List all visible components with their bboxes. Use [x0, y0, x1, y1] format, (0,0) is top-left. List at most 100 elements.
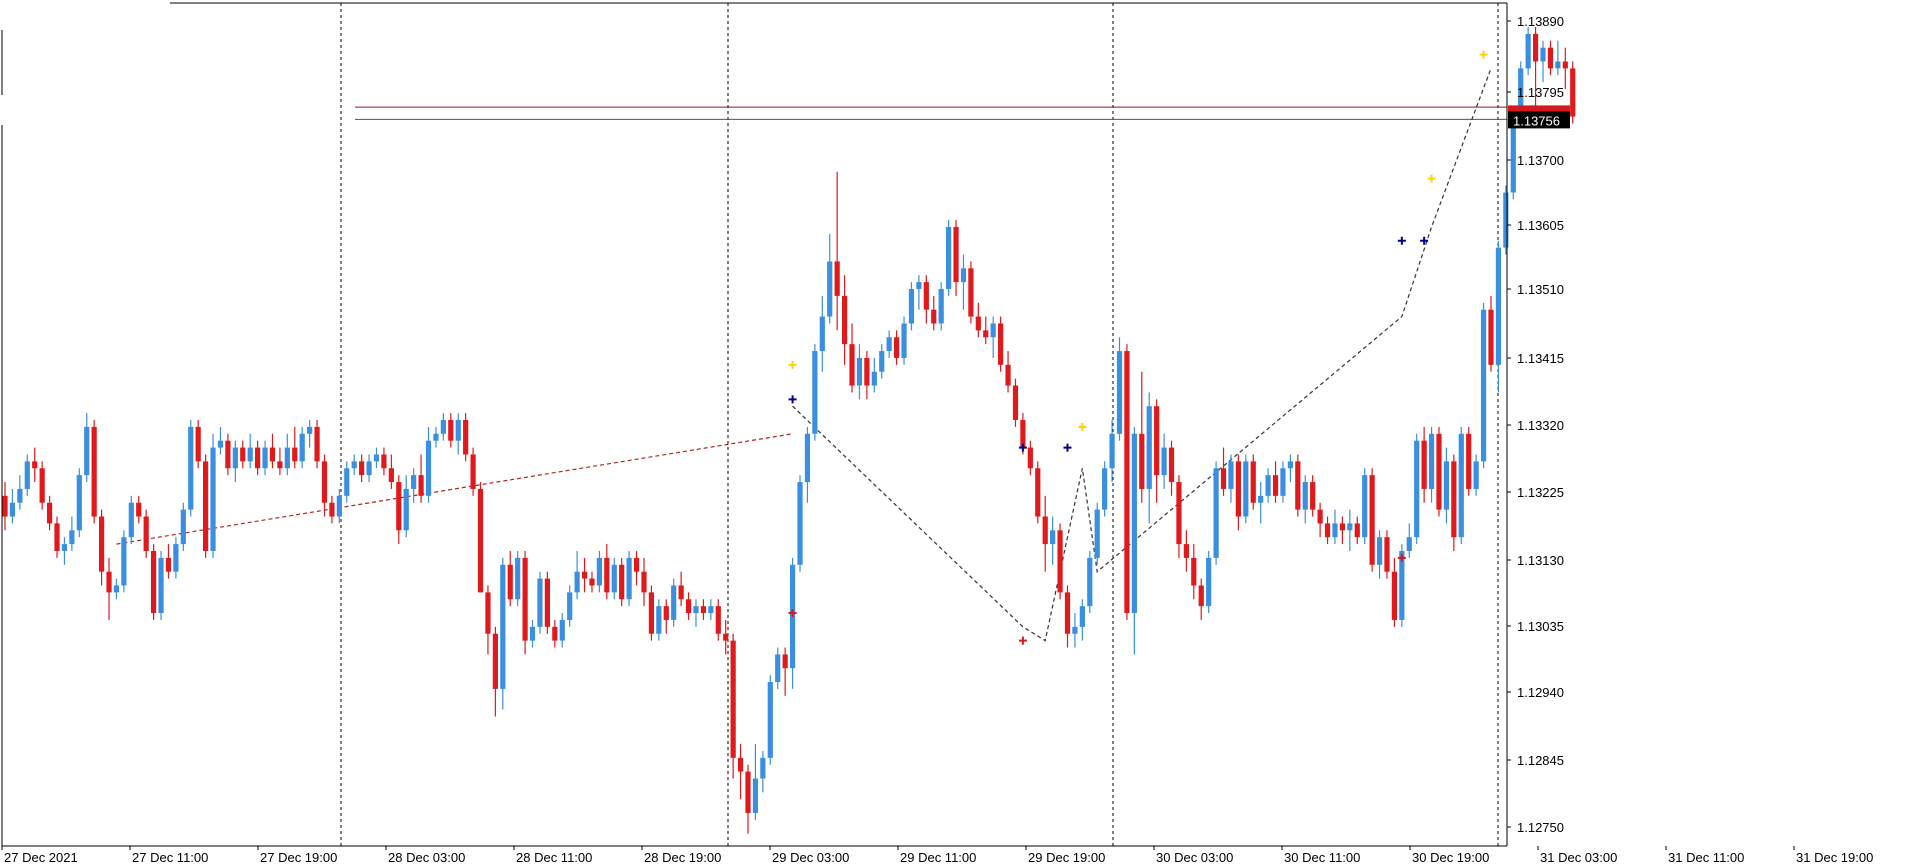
indicator-lines: [116, 68, 1507, 642]
bear-candle: [1421, 440, 1427, 489]
bull-candle: [1414, 440, 1420, 538]
bear-candle: [998, 323, 1004, 365]
bear-candle: [359, 461, 365, 476]
y-tick-label: 1.13225: [1517, 485, 1564, 500]
bull-candle: [1206, 557, 1212, 607]
bull-candle: [1116, 351, 1123, 434]
bull-candle: [262, 447, 268, 469]
bull-candle: [1087, 557, 1093, 607]
bull-candle: [9, 502, 16, 517]
x-tick-label: 27 Dec 2021: [4, 850, 78, 865]
bear-candle: [581, 571, 588, 579]
bull-candle: [24, 461, 30, 489]
bear-candle: [685, 599, 692, 614]
bull-candle: [879, 351, 885, 372]
red-trend-line: [116, 433, 793, 545]
bear-candle: [1391, 571, 1398, 620]
bull-candle: [433, 433, 439, 441]
y-tick-label: 1.13510: [1517, 282, 1564, 297]
bear-candle: [1570, 68, 1576, 117]
bear-candle: [329, 502, 335, 517]
y-tick-label: 1.12940: [1517, 685, 1564, 700]
bear-candle: [782, 654, 788, 669]
bull-candle: [611, 564, 617, 593]
bull-candle: [767, 682, 773, 758]
bear-candle: [1220, 468, 1227, 489]
bear-candle: [1198, 585, 1204, 607]
y-tick-label: 1.13415: [1517, 351, 1564, 366]
bear-candle: [723, 633, 729, 641]
bear-candle: [648, 592, 655, 634]
signal-mark: [1427, 174, 1436, 183]
bull-candle: [1131, 433, 1137, 614]
bull-candle: [856, 357, 863, 386]
bull-candle: [217, 440, 224, 448]
bull-candle: [411, 475, 417, 489]
bear-candle: [1042, 516, 1048, 545]
price-axis: 1.13890 1.13795 1.13700 1.13605 1.13510 1.134…: [1507, 14, 1564, 835]
bull-candle: [1540, 47, 1546, 62]
bear-candle: [225, 440, 231, 469]
bull-candle: [76, 475, 82, 531]
bear-candle: [54, 523, 60, 551]
bull-candle: [1213, 468, 1219, 558]
bear-candle: [2, 495, 8, 517]
signal-mark: [1063, 443, 1072, 452]
bear-candle: [663, 606, 669, 620]
bull-candle: [797, 482, 803, 565]
signal-mark: [1479, 50, 1488, 59]
bear-candle: [1369, 475, 1375, 565]
bear-candle: [1272, 475, 1279, 496]
y-tick-label: 1.13795: [1517, 85, 1564, 100]
bull-candle: [61, 544, 68, 551]
bull-candle: [351, 461, 357, 469]
bull-candle: [1050, 530, 1056, 545]
bear-candle: [98, 516, 105, 572]
bull-candle: [960, 268, 967, 283]
signal-mark: [1397, 236, 1406, 245]
bull-candle: [1503, 192, 1509, 248]
bear-candle: [1466, 433, 1472, 489]
bull-candle: [500, 564, 506, 689]
y-tick-label: 1.12845: [1517, 753, 1564, 768]
bear-candle: [968, 268, 974, 317]
bear-candle: [507, 564, 513, 600]
bear-candle: [1154, 406, 1160, 476]
bull-candle: [1258, 495, 1264, 503]
bull-candle: [760, 757, 766, 779]
bull-candle: [946, 226, 952, 289]
bear-candle: [485, 592, 491, 634]
bear-candle: [1317, 509, 1323, 524]
bull-candle: [1265, 475, 1271, 496]
bear-candle: [983, 330, 989, 338]
bear-candle: [894, 337, 900, 358]
bear-candle: [1191, 557, 1197, 586]
signal-mark: [788, 360, 797, 369]
bear-candle: [381, 454, 387, 469]
bear-candle: [106, 571, 112, 593]
bear-candle: [730, 640, 736, 758]
bull-candle: [344, 468, 350, 496]
x-tick-label: 29 Dec 03:00: [772, 850, 849, 865]
bull-candle: [1079, 606, 1085, 627]
bear-candle: [633, 557, 640, 572]
bear-candle: [1339, 523, 1345, 531]
bull-candle: [1399, 551, 1405, 620]
bull-candle: [1510, 116, 1516, 193]
bull-candle: [247, 447, 253, 462]
signal-mark: [1078, 422, 1087, 431]
x-tick-label: 29 Dec 19:00: [1028, 850, 1105, 865]
bear-candle: [321, 461, 328, 503]
bear-candle: [641, 571, 647, 593]
bear-candle: [552, 626, 558, 641]
bear-candle: [1183, 544, 1189, 558]
x-tick-label: 27 Dec 19:00: [260, 850, 337, 865]
bull-candle: [373, 454, 380, 462]
bear-candle: [1020, 420, 1026, 448]
bear-candle: [522, 557, 528, 641]
bull-candle: [908, 289, 915, 324]
bull-candle: [626, 557, 632, 600]
bear-candle: [1176, 482, 1182, 545]
